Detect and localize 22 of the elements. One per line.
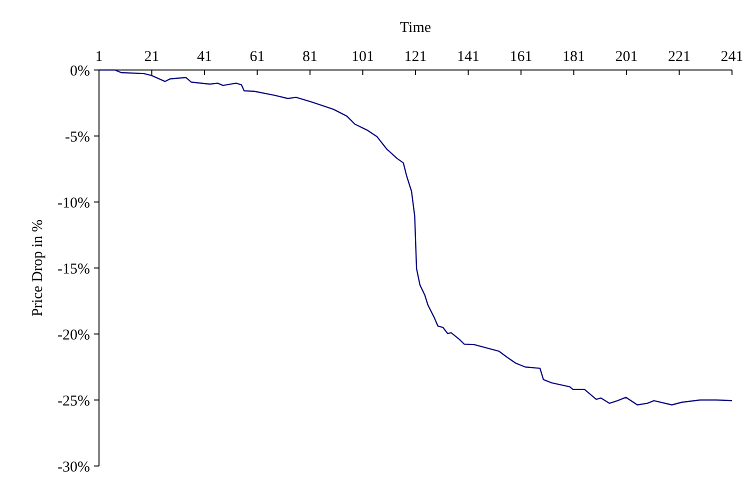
x-tick-label: 121: [404, 49, 427, 65]
y-axis-title: Price Drop in %: [30, 219, 46, 317]
x-axis-title: Time: [400, 20, 432, 36]
x-tick-label: 201: [615, 49, 638, 65]
y-tick-label: -20%: [58, 327, 90, 344]
x-tick-label: 61: [250, 49, 265, 65]
x-tick-label: 81: [302, 49, 318, 65]
x-tick-label: 101: [352, 49, 374, 65]
x-tick-label: 181: [562, 49, 585, 65]
x-tick-label: 161: [510, 49, 532, 65]
y-tick-label: -30%: [58, 459, 90, 476]
y-tick-label: 0%: [70, 63, 90, 80]
y-tick-label: -10%: [58, 195, 90, 212]
y-tick-label: -5%: [65, 129, 90, 146]
y-tick-label: -15%: [58, 261, 90, 278]
x-tick-label: 1: [95, 49, 103, 65]
y-tick-label: -25%: [58, 393, 90, 410]
x-tick-label: 141: [457, 49, 480, 65]
x-tick-label: 41: [197, 49, 212, 65]
x-tick-label: 221: [668, 49, 690, 65]
x-tick-label: 241: [720, 49, 744, 65]
x-tick-label: 21: [144, 49, 160, 65]
